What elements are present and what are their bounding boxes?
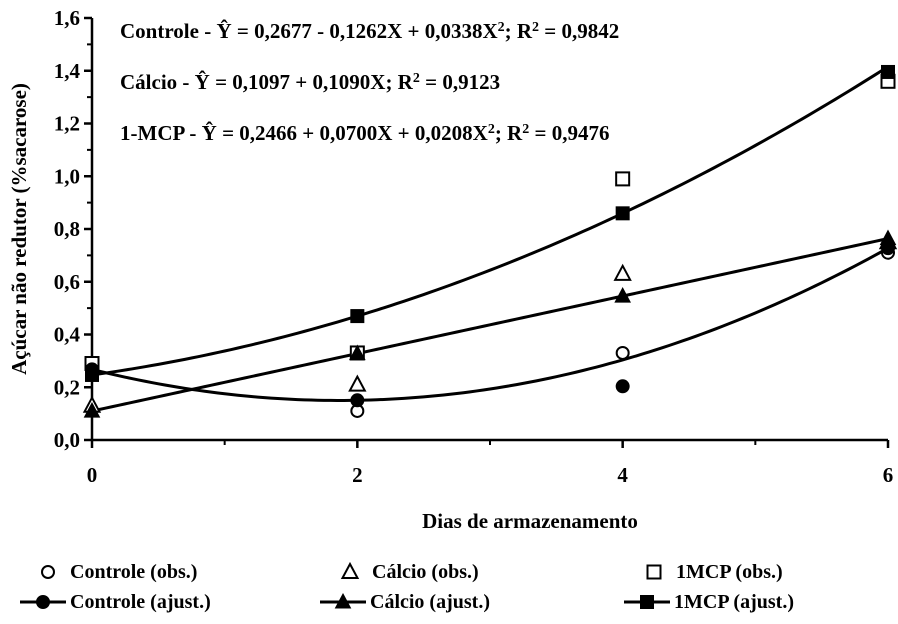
x-axis-label: Dias de armazenamento bbox=[422, 509, 638, 533]
legend-label-1mcp-ajust: 1MCP (ajust.) bbox=[674, 591, 794, 613]
curve-calcio-ajust bbox=[91, 237, 889, 413]
legend-label-calcio-obs: Cálcio (obs.) bbox=[372, 561, 479, 583]
y-tick-label: 1,2 bbox=[54, 112, 80, 136]
curve-1mcp-ajust bbox=[91, 65, 889, 377]
point-calcio-ajust bbox=[614, 287, 632, 303]
point-controle-ajust bbox=[350, 393, 365, 408]
legend: Controle (obs.) Cálcio (obs.) 1MCP (obs.) C… bbox=[20, 561, 794, 613]
legend-marker-controle-ajust bbox=[36, 595, 50, 609]
equation-controle: Controle - Ŷ = 0,2677 - 0,1262X + 0,0338… bbox=[120, 19, 619, 43]
legend-marker-controle-obs bbox=[41, 565, 55, 579]
x-tick-label: 2 bbox=[352, 463, 363, 487]
point-controle-obs bbox=[615, 345, 630, 360]
chart-text: 0,0 0,2 0,4 0,6 0,8 1,0 1,2 1,4 1,6 0 2 4 6 Dias de a… bbox=[7, 6, 893, 533]
y-tick-label: 1,0 bbox=[54, 164, 80, 188]
point-controle-ajust bbox=[615, 379, 630, 394]
point-1mcp-ajust bbox=[881, 64, 895, 79]
legend-item-1mcp-obs: 1MCP (obs.) bbox=[646, 561, 783, 583]
y-tick-label: 1,6 bbox=[54, 6, 80, 30]
legend-item-calcio-obs: Cálcio (obs.) bbox=[340, 561, 479, 583]
x-tick-label: 0 bbox=[87, 463, 98, 487]
x-tick-label: 4 bbox=[617, 463, 628, 487]
legend-item-1mcp-ajust: 1MCP (ajust.) bbox=[624, 591, 794, 613]
data-points bbox=[82, 64, 898, 418]
legend-marker-calcio-ajust bbox=[334, 592, 352, 609]
point-calcio-obs bbox=[348, 374, 367, 392]
equation-1-mcp: 1-MCP - Ŷ = 0,2466 + 0,0700X + 0,0208X2;… bbox=[120, 121, 609, 145]
legend-label-controle-obs: Controle (obs.) bbox=[70, 561, 197, 583]
legend-label-1mcp-obs: 1MCP (obs.) bbox=[676, 561, 783, 583]
y-tick-label: 0,6 bbox=[54, 270, 80, 294]
equation-calcio: Cálcio - Ŷ = 0,1097 + 0,1090X; R2 = 0,91… bbox=[120, 70, 500, 94]
legend-label-calcio-ajust: Cálcio (ajust.) bbox=[370, 591, 490, 613]
y-tick-label: 0,2 bbox=[54, 375, 80, 399]
point-calcio-ajust bbox=[83, 402, 101, 418]
legend-item-controle-ajust: Controle (ajust.) bbox=[20, 591, 211, 613]
point-calcio-ajust bbox=[879, 229, 897, 246]
y-tick-label: 1,4 bbox=[54, 59, 81, 83]
y-tick-label: 0,4 bbox=[54, 323, 81, 347]
y-tick-label: 0,8 bbox=[54, 217, 80, 241]
point-1mcp-ajust bbox=[615, 206, 630, 221]
point-calcio-obs bbox=[613, 263, 632, 281]
legend-marker-1mcp-obs bbox=[646, 564, 662, 580]
curve-controle-ajust bbox=[91, 246, 889, 402]
legend-item-calcio-ajust: Cálcio (ajust.) bbox=[320, 591, 490, 613]
x-tick-label: 6 bbox=[883, 463, 894, 487]
y-axis-label: Açúcar não redutor (%sacarose) bbox=[7, 83, 31, 375]
y-tick-label: 0,0 bbox=[54, 428, 80, 452]
point-calcio-ajust bbox=[348, 344, 366, 361]
legend-marker-1mcp-ajust bbox=[640, 595, 654, 609]
legend-marker-calcio-obs bbox=[340, 561, 360, 579]
legend-item-controle-obs: Controle (obs.) bbox=[41, 561, 197, 583]
point-1mcp-ajust bbox=[85, 367, 99, 382]
legend-label-controle-ajust: Controle (ajust.) bbox=[70, 591, 211, 613]
point-1mcp-ajust bbox=[350, 309, 365, 324]
point-1mcp-obs bbox=[615, 171, 631, 187]
fitted-curves bbox=[91, 65, 889, 413]
